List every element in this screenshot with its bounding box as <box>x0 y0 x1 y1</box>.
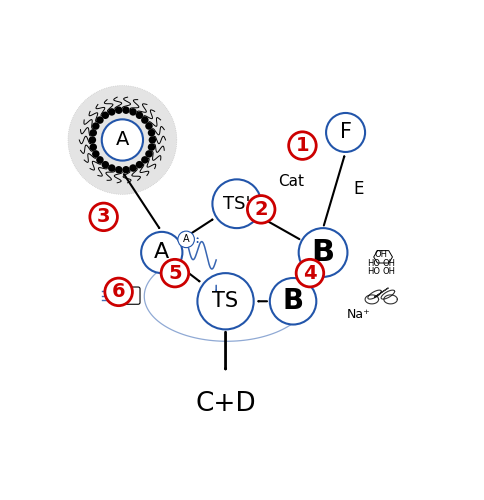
Circle shape <box>129 164 137 172</box>
Text: C+D: C+D <box>195 392 256 417</box>
Text: HO: HO <box>367 260 380 268</box>
Circle shape <box>90 129 97 136</box>
Text: 5: 5 <box>168 264 182 282</box>
Circle shape <box>129 108 137 116</box>
Circle shape <box>141 232 182 273</box>
Circle shape <box>102 120 143 160</box>
Circle shape <box>96 116 104 124</box>
Text: Na⁺: Na⁺ <box>347 308 371 321</box>
Text: F: F <box>340 122 351 142</box>
Text: TS: TS <box>212 292 239 312</box>
Text: 6: 6 <box>112 282 125 302</box>
Circle shape <box>212 180 261 228</box>
Text: 4: 4 <box>303 264 317 282</box>
Circle shape <box>149 136 156 143</box>
Text: A: A <box>154 242 169 262</box>
Circle shape <box>108 164 116 172</box>
Circle shape <box>115 166 122 173</box>
Text: A: A <box>183 234 189 244</box>
Circle shape <box>89 136 96 143</box>
Circle shape <box>299 228 348 277</box>
Circle shape <box>178 231 195 248</box>
Text: A: A <box>125 291 131 300</box>
Text: 1: 1 <box>296 136 309 155</box>
Circle shape <box>145 122 153 130</box>
Circle shape <box>148 129 155 136</box>
Circle shape <box>148 144 155 151</box>
Circle shape <box>197 273 254 330</box>
FancyBboxPatch shape <box>112 287 140 304</box>
Circle shape <box>92 122 100 130</box>
Text: HO: HO <box>367 267 380 276</box>
Circle shape <box>102 161 109 168</box>
Circle shape <box>270 278 317 324</box>
Polygon shape <box>68 86 177 194</box>
Text: B: B <box>312 238 334 267</box>
Text: OH: OH <box>375 250 388 259</box>
Text: OH: OH <box>382 260 395 268</box>
Text: A: A <box>116 130 129 150</box>
Circle shape <box>145 150 153 158</box>
Circle shape <box>326 113 365 152</box>
Text: OH: OH <box>382 267 395 276</box>
Text: TS': TS' <box>223 194 251 212</box>
Circle shape <box>122 106 130 114</box>
Circle shape <box>141 156 149 164</box>
Circle shape <box>90 144 97 151</box>
Circle shape <box>122 166 130 173</box>
Text: 2: 2 <box>255 200 268 219</box>
Circle shape <box>108 108 116 116</box>
Text: B: B <box>283 288 303 316</box>
Circle shape <box>136 161 143 168</box>
Text: Cat: Cat <box>278 174 304 188</box>
Circle shape <box>141 116 149 124</box>
Circle shape <box>92 150 100 158</box>
Circle shape <box>115 106 122 114</box>
Circle shape <box>136 112 143 119</box>
Text: 3: 3 <box>97 208 110 227</box>
Circle shape <box>96 156 104 164</box>
Text: E: E <box>353 180 364 198</box>
Circle shape <box>102 112 109 119</box>
